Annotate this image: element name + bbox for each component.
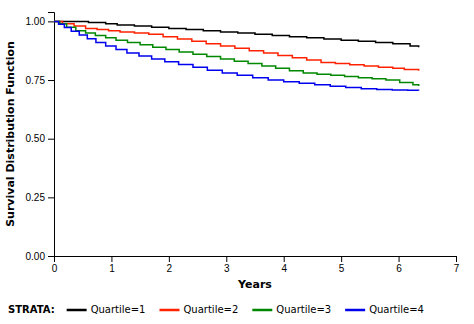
- tick-label: 0.75: [26, 75, 46, 86]
- legend-item: Quartile=3: [252, 304, 331, 315]
- chart: 0 1 2 3 4 5 6 7 0.00 0.25 0.50 0.75 1.00 Years Surviva…: [0, 0, 474, 324]
- tick-label: 4: [281, 263, 287, 274]
- x-axis-line: [55, 257, 457, 263]
- legend-item: Quartile=2: [159, 304, 238, 315]
- x-axis-tick: 1: [109, 256, 115, 274]
- y-axis-tick: 0.00: [26, 251, 54, 262]
- x-axis-title: Years: [237, 278, 272, 291]
- x-axis-tick: 2: [167, 256, 173, 274]
- y-axis-tick: 0.25: [26, 192, 54, 203]
- tick-label: 3: [224, 263, 230, 274]
- tick-mark: [284, 256, 285, 262]
- tick-label: 2: [167, 263, 173, 274]
- tick-label: 1: [109, 263, 115, 274]
- legend-swatch: [345, 309, 365, 312]
- tick-mark: [48, 21, 54, 22]
- legend-label: Quartile=4: [369, 304, 424, 315]
- legend-label: Quartile=1: [91, 304, 146, 315]
- y-axis-tick: 0.75: [26, 75, 54, 86]
- tick-mark: [399, 256, 400, 262]
- tick-mark: [48, 197, 54, 198]
- x-axis-tick: 5: [339, 256, 345, 274]
- step-line: [54, 21, 419, 86]
- tick-mark: [48, 139, 54, 140]
- tick-label: 0.50: [26, 133, 46, 144]
- legend-label: Quartile=3: [276, 304, 331, 315]
- x-axis-tick: 6: [396, 256, 402, 274]
- tick-label: 1.00: [26, 16, 46, 27]
- y-axis-title: Survival Distribution Function: [4, 41, 17, 227]
- y-axis-line: [48, 13, 55, 257]
- series-group: [54, 21, 419, 90]
- tick-label: 0.25: [26, 192, 46, 203]
- x-axis-tick: 7: [454, 256, 460, 274]
- y-axis: 0.00 0.25 0.50 0.75 1.00: [26, 13, 55, 262]
- legend-swatch: [67, 309, 87, 312]
- tick-mark: [111, 256, 112, 262]
- tick-mark: [226, 256, 227, 262]
- tick-mark: [48, 256, 54, 257]
- tick-label: 7: [454, 263, 460, 274]
- step-line: [54, 21, 419, 90]
- legend-label: Quartile=2: [183, 304, 238, 315]
- legend-item: Quartile=4: [345, 304, 424, 315]
- x-axis: 0 1 2 3 4 5 6 7: [52, 256, 460, 274]
- tick-label: 0.00: [26, 251, 46, 262]
- plot-area: 0 1 2 3 4 5 6 7 0.00 0.25 0.50 0.75 1.00: [26, 13, 460, 275]
- tick-label: 0: [52, 263, 58, 274]
- tick-mark: [456, 256, 457, 262]
- tick-mark: [169, 256, 170, 262]
- legend-swatch: [159, 309, 179, 312]
- tick-label: 5: [339, 263, 345, 274]
- x-axis-tick: 0: [52, 256, 58, 274]
- legend-title: STRATA:: [8, 304, 55, 315]
- legend-swatch: [252, 309, 272, 312]
- tick-mark: [341, 256, 342, 262]
- y-axis-tick: 1.00: [26, 16, 54, 27]
- tick-mark: [48, 80, 54, 81]
- step-line: [54, 21, 419, 47]
- tick-label: 6: [396, 263, 402, 274]
- x-axis-tick: 4: [281, 256, 287, 274]
- x-axis-tick: 3: [224, 256, 230, 274]
- y-axis-tick: 0.50: [26, 133, 54, 144]
- legend: STRATA: Quartile=1 Quartile=2 Quartile=3 Qua…: [8, 304, 424, 315]
- legend-item: Quartile=1: [67, 304, 146, 315]
